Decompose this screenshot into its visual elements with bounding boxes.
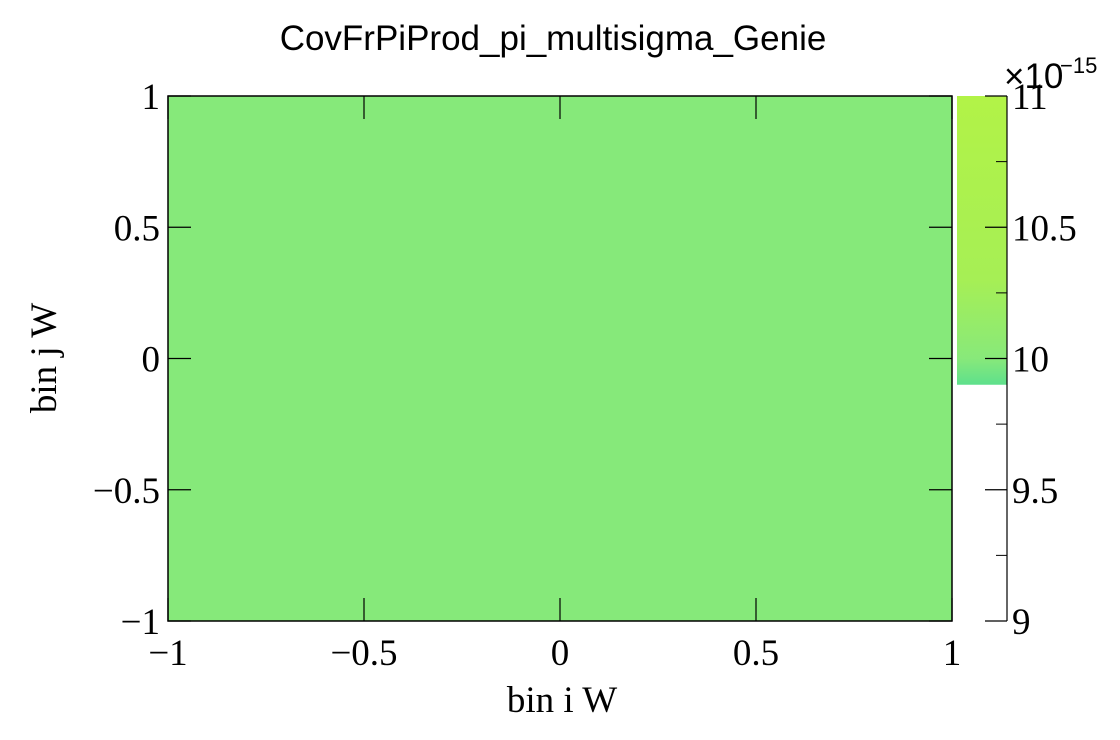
colorbar-multiplier-exponent: −15 <box>1060 53 1097 78</box>
colorbar-multiplier: ×10 <box>1004 57 1063 96</box>
y-tick-label: 1 <box>142 77 161 118</box>
x-tick-label: 0.5 <box>733 633 779 674</box>
colorbar-tick-label: 10.5 <box>1012 208 1077 249</box>
heatmap-cell <box>168 96 952 621</box>
x-tick-label: 1 <box>943 633 962 674</box>
y-tick-label: −0.5 <box>93 471 160 512</box>
colorbar: 9 9.5 10 10.5 11×10−15 <box>957 53 1097 643</box>
colorbar-tick-label: 11 <box>1012 77 1048 118</box>
title-box <box>218 6 882 68</box>
colorbar-tick-label: 10 <box>1012 340 1049 381</box>
plot-area: −1 −0.5 0 0.5 1 −1 −0.5 0 0.5 1 <box>93 77 961 674</box>
y-axis-label: bin j W <box>24 303 65 413</box>
x-axis-label: bin i W <box>507 680 617 721</box>
x-tick-label: −1 <box>148 633 187 674</box>
x-tick-label: −0.5 <box>330 633 397 674</box>
colorbar-tick-label: 9 <box>1012 602 1031 643</box>
colorbar-tick-label: 9.5 <box>1012 471 1058 512</box>
x-tick-label: 0 <box>551 633 570 674</box>
y-tick-label: 0 <box>142 340 161 381</box>
colorbar-fill <box>957 96 1007 385</box>
chart-title: CovFrPiProd_pi_multisigma_Genie <box>280 19 827 58</box>
y-tick-label: 0.5 <box>114 208 160 249</box>
y-tick-label: −1 <box>121 602 160 643</box>
